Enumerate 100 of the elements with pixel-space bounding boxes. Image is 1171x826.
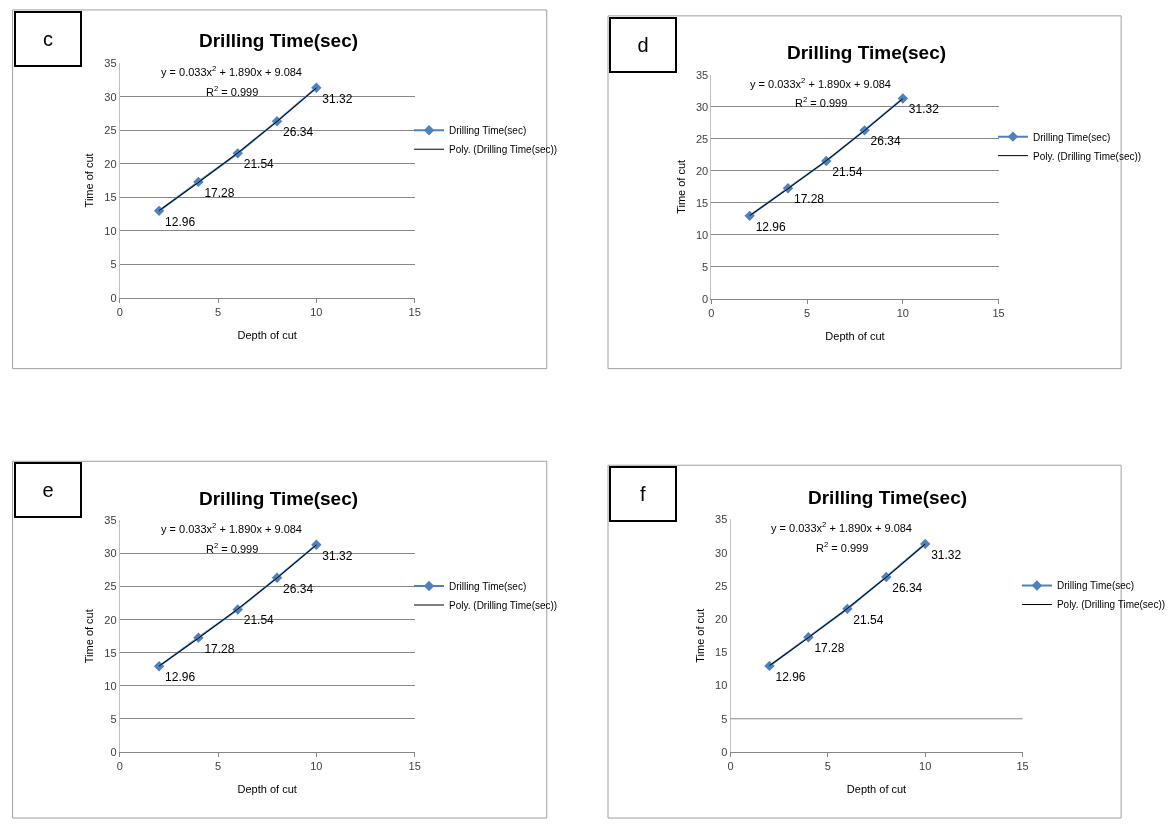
x-tick-label: 15: [1016, 760, 1029, 773]
data-label: 12.96: [165, 670, 196, 685]
data-label: 21.54: [243, 613, 275, 628]
legend-label: Drilling Time(sec): [1032, 131, 1111, 143]
data-label: 12.96: [755, 219, 787, 234]
y-tick-label: 0: [110, 745, 117, 758]
x-tick-label: 15: [992, 306, 1005, 319]
legend-label: Poly. (Drilling Time(sec)): [1032, 150, 1142, 162]
y-tick-label: 5: [702, 260, 709, 273]
x-tick-label: 5: [824, 760, 831, 773]
y-tick-label: 0: [702, 292, 709, 305]
x-tick-label: 15: [408, 760, 421, 773]
legend-label: Drilling Time(sec): [449, 580, 527, 592]
data-label: 31.32: [931, 547, 962, 562]
y-tick-label: 0: [110, 291, 117, 304]
x-tick-label: 10: [310, 305, 323, 318]
x-tick-label: 10: [896, 306, 909, 319]
data-label: 17.28: [204, 185, 235, 200]
point: [920, 538, 931, 550]
x-tick-label: 5: [804, 306, 811, 319]
y-tick-label: 30: [695, 100, 709, 113]
text: e: [42, 479, 54, 501]
y-tick-label: 30: [104, 90, 117, 103]
annotation: y = 0.033x$^{2}$ + 1.890x + 9.084: [750, 76, 891, 90]
annotation: y = 0.033x$^{2}$ + 1.890x + 9.084: [161, 521, 302, 535]
point: [311, 539, 322, 550]
annotation: y = 0.033x$^{2}$ + 1.890x + 9.084: [771, 520, 912, 534]
y-tick-label: 20: [104, 157, 117, 170]
x-tick-label: 15: [408, 305, 421, 318]
data-label: 31.32: [908, 102, 940, 117]
x-axis-title: Depth of cut: [846, 783, 907, 796]
legend-label: Drilling Time(sec): [449, 125, 527, 137]
annotation: R$^{2}$ = 0.999: [206, 541, 259, 555]
data-label: 26.34: [283, 125, 314, 140]
data-label: 21.54: [243, 157, 275, 172]
y-tick-label: 10: [104, 679, 117, 692]
x-tick-label: 10: [310, 760, 323, 773]
y-axis-title: Time of cut: [693, 608, 706, 663]
data-label: 17.28: [814, 641, 845, 656]
data-label: 26.34: [283, 581, 314, 596]
data-label: 31.32: [322, 548, 353, 563]
chart-title: Drilling Time(sec): [808, 487, 968, 508]
text: f: [640, 483, 646, 505]
chart-title: Drilling Time(sec): [199, 488, 359, 509]
annotation: y = 0.033x$^{2}$ + 1.890x + 9.084: [161, 64, 302, 78]
x-tick-label: 5: [215, 305, 222, 318]
data-label: 21.54: [832, 165, 863, 180]
legend-label: Poly. (Drilling Time(sec)): [449, 599, 558, 611]
data-label: 17.28: [204, 641, 235, 656]
y-tick-label: 30: [715, 546, 728, 559]
y-tick-label: 20: [715, 612, 728, 625]
text: c: [43, 28, 53, 50]
y-tick-label: 25: [104, 580, 117, 593]
point: [153, 661, 165, 672]
x-axis-title: Depth of cut: [825, 330, 885, 343]
data-label: 12.96: [165, 214, 196, 229]
y-tick-label: 15: [104, 646, 117, 659]
y-tick-label: 35: [715, 513, 728, 526]
y-tick-label: 5: [110, 258, 117, 271]
point: [311, 82, 322, 94]
data-label: 26.34: [892, 580, 923, 595]
y-tick-label: 25: [695, 132, 709, 145]
annotation: R$^{2}$ = 0.999: [816, 540, 869, 554]
legend-label: Drilling Time(sec): [1056, 580, 1135, 592]
annotation: R$^{2}$ = 0.999: [206, 84, 259, 98]
y-tick-label: 30: [104, 547, 117, 560]
y-tick-label: 15: [695, 196, 709, 209]
chart-title: Drilling Time(sec): [199, 30, 359, 51]
y-tick-label: 5: [110, 712, 117, 725]
x-tick-label: 10: [919, 760, 932, 773]
y-tick-label: 5: [721, 712, 728, 725]
y-tick-label: 15: [715, 646, 728, 659]
y-tick-label: 0: [721, 745, 728, 758]
y-tick-label: 10: [715, 679, 728, 692]
y-axis-title: Time of cut: [674, 159, 687, 214]
y-tick-label: 35: [104, 57, 117, 70]
y-tick-label: 10: [695, 228, 709, 241]
y-tick-label: 10: [104, 224, 117, 237]
x-tick-label: 5: [215, 760, 222, 773]
y-tick-label: 25: [104, 124, 117, 137]
x-axis-title: Depth of cut: [237, 329, 297, 342]
point: [153, 205, 165, 217]
data-label: 31.32: [322, 91, 353, 106]
data-label: 21.54: [853, 612, 884, 627]
data-label: 26.34: [870, 134, 901, 149]
legend-label: Poly. (Drilling Time(sec)): [1056, 599, 1166, 611]
point: [744, 210, 755, 222]
data-label: 12.96: [775, 669, 806, 684]
chart-title: Drilling Time(sec): [787, 42, 947, 63]
y-tick-label: 15: [104, 191, 117, 204]
y-tick-label: 35: [104, 514, 117, 527]
x-axis-title: Depth of cut: [237, 783, 297, 796]
data-label: 17.28: [793, 192, 825, 207]
y-axis-title: Time of cut: [82, 153, 95, 208]
y-tick-label: 25: [715, 579, 728, 592]
text: d: [637, 34, 649, 56]
legend-label: Poly. (Drilling Time(sec)): [449, 144, 558, 156]
y-axis-title: Time of cut: [82, 609, 95, 664]
y-tick-label: 20: [695, 164, 709, 177]
y-tick-label: 35: [695, 68, 709, 81]
